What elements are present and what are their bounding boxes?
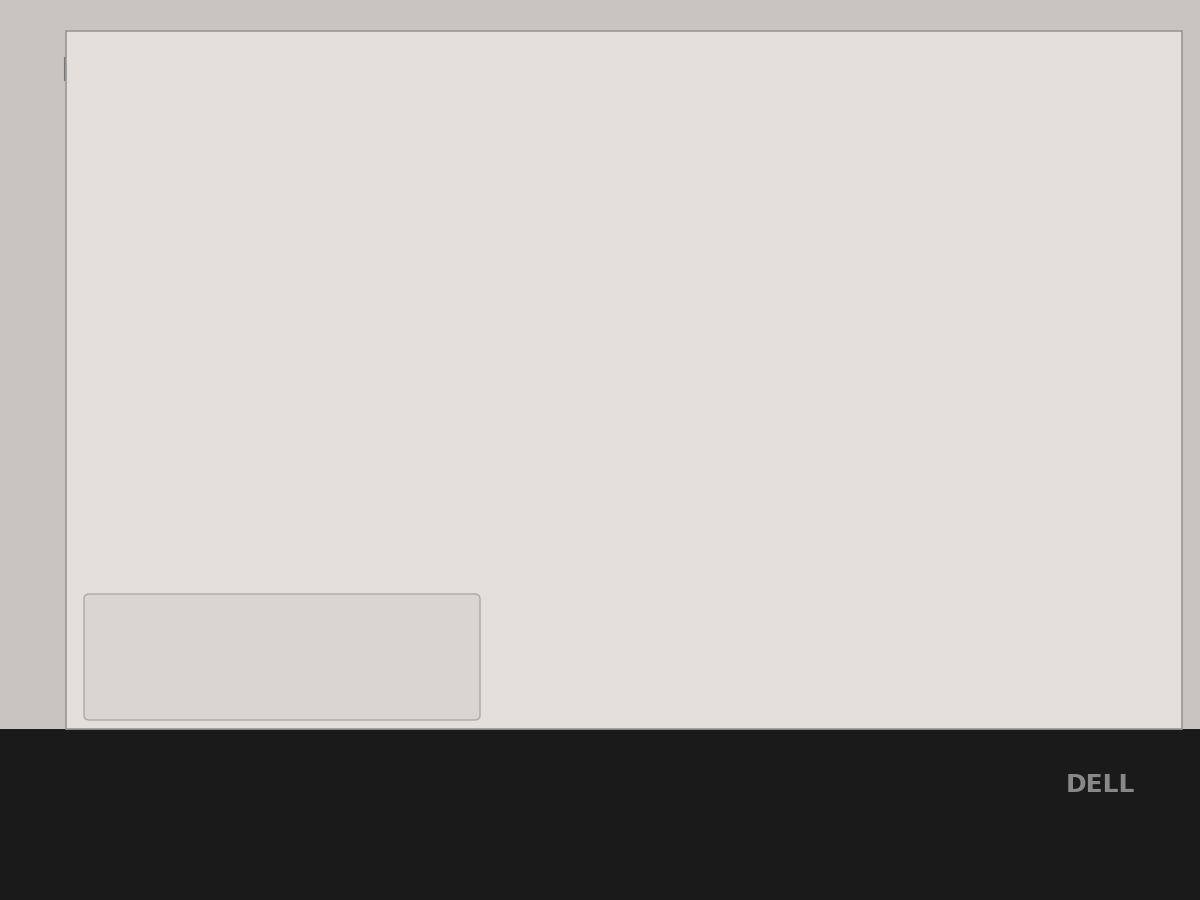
- Text: LT: LT: [88, 420, 113, 440]
- Bar: [340, 210, 570, 450]
- Text: ☚: ☚: [126, 496, 154, 525]
- Text: L3: L3: [396, 349, 420, 368]
- Text: L2: L2: [396, 189, 420, 208]
- Bar: [65, 58, 88, 80]
- Text: Calculate the equivalent inductor (mH) for the circuit.L1= 7mH, L2 = 5mH, and L3: Calculate the equivalent inductor (mH) f…: [68, 110, 1015, 130]
- Text: Question 14: Question 14: [106, 53, 294, 81]
- Text: DELL: DELL: [1066, 773, 1135, 797]
- Text: L1: L1: [256, 274, 280, 293]
